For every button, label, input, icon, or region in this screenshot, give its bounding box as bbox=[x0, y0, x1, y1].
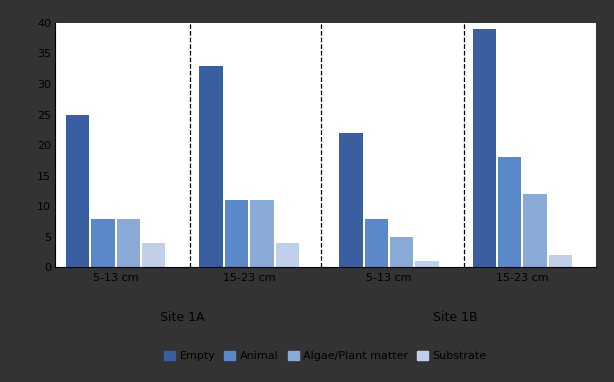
Legend: Empty, Animal, Algae/Plant matter, Substrate: Empty, Animal, Algae/Plant matter, Subst… bbox=[160, 346, 491, 366]
Bar bbox=[200, 66, 223, 267]
Bar bbox=[390, 237, 413, 267]
Bar bbox=[339, 133, 362, 267]
Bar bbox=[365, 219, 388, 267]
Bar bbox=[66, 115, 89, 267]
Bar bbox=[416, 261, 439, 267]
Bar bbox=[250, 200, 274, 267]
Bar bbox=[276, 243, 299, 267]
Bar bbox=[549, 255, 572, 267]
Bar bbox=[524, 194, 547, 267]
Text: Site 1B: Site 1B bbox=[433, 311, 478, 324]
Bar bbox=[142, 243, 166, 267]
Bar bbox=[473, 29, 496, 267]
Bar bbox=[91, 219, 115, 267]
Bar bbox=[498, 157, 521, 267]
Bar bbox=[225, 200, 248, 267]
Bar bbox=[117, 219, 140, 267]
Text: Site 1A: Site 1A bbox=[160, 311, 204, 324]
